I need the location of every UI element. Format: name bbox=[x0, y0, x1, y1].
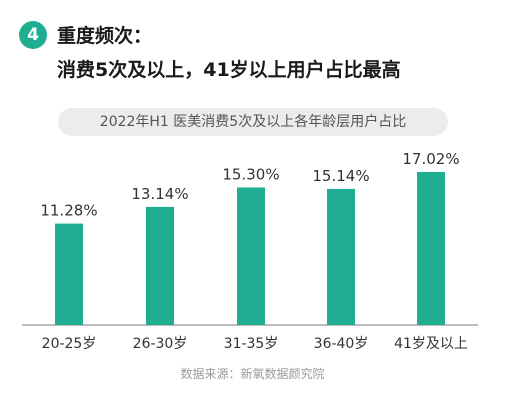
bar-5 bbox=[417, 172, 445, 325]
heading-line-1: 重度频次： bbox=[57, 25, 153, 47]
bar-value-label-4: 15.14% bbox=[312, 167, 369, 185]
bar-1 bbox=[55, 223, 83, 325]
bar-value-label-2: 13.14% bbox=[131, 185, 188, 203]
section-number-badge: 4 bbox=[19, 21, 47, 49]
category-label-3: 31-35岁 bbox=[224, 336, 279, 352]
bar-2 bbox=[146, 206, 174, 325]
category-label-1: 20-25岁 bbox=[42, 336, 97, 352]
bar-4 bbox=[327, 188, 355, 325]
bar-3 bbox=[237, 187, 265, 325]
bar-value-label-5: 17.02% bbox=[402, 150, 459, 168]
data-source-note: 数据来源：新氧数据颜究院 bbox=[180, 367, 325, 381]
category-label-5: 41岁及以上 bbox=[394, 336, 468, 352]
bar-value-label-3: 15.30% bbox=[222, 165, 279, 183]
heading-line-2: 消费5次及以上，41岁以上用户占比最高 bbox=[57, 59, 401, 81]
category-label-2: 26-30岁 bbox=[133, 336, 188, 352]
chart-title: 2022年H1 医美消费5次及以上各年龄层用户占比 bbox=[58, 108, 448, 136]
category-label-4: 36-40岁 bbox=[314, 336, 369, 352]
bar-value-label-1: 11.28% bbox=[40, 202, 97, 220]
